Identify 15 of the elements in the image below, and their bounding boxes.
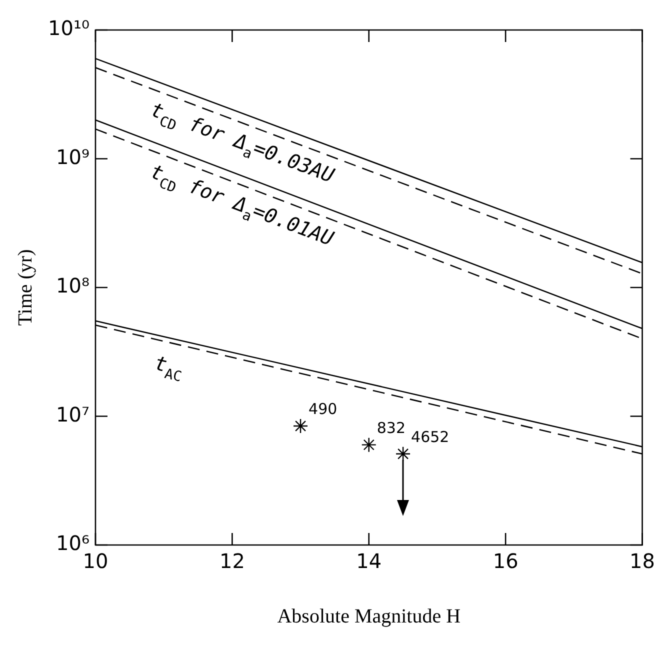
annotation: 490 [308, 400, 338, 418]
x-tick-label: 18 [630, 549, 655, 574]
x-tick-label: 10 [82, 549, 108, 574]
x-tick-label: 16 [492, 549, 518, 574]
annotation: 832 [376, 418, 406, 437]
x-axis-title: Absolute Magnitude H [277, 605, 461, 628]
x-tick-label: 12 [219, 549, 245, 574]
y-tick-label: 10¹⁰ [48, 16, 90, 40]
y-axis-title: Time (yr) [14, 249, 36, 326]
y-tick-label: 10⁷ [56, 402, 90, 426]
annotation: 4652 [411, 428, 450, 446]
y-tick-label: 10⁸ [56, 274, 90, 298]
y-tick-label: 10⁹ [56, 144, 90, 169]
text: tAC [152, 350, 183, 386]
x-tick-label: 14 [356, 549, 382, 574]
